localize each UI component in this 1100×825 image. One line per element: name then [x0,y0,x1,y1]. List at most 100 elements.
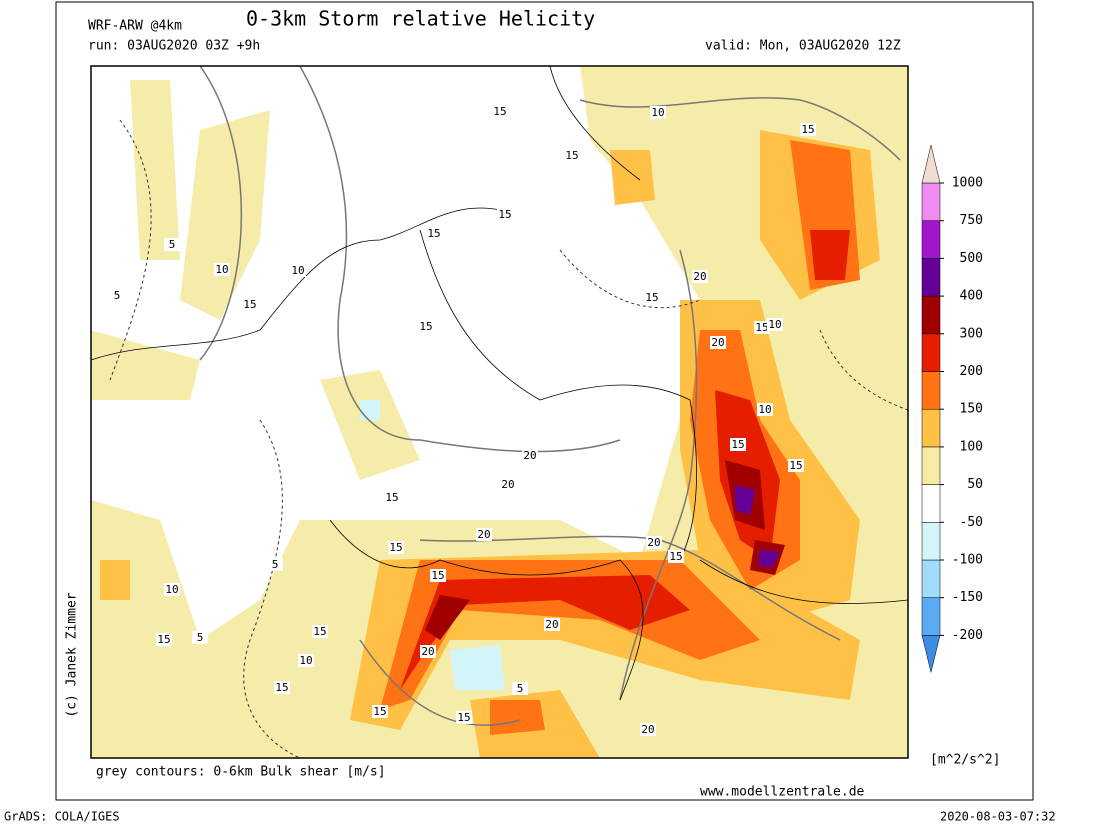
contour-label-bg [640,723,656,736]
contour-label-bg [788,459,804,472]
contour-label-bg [164,238,180,251]
contour-label-bg [109,289,125,302]
colorbar-label: 200 [960,364,983,379]
contour-label-bg [312,625,328,638]
contour-label-bg [757,403,773,416]
contour-labels: 15 10 15 15 5 10 10 15 5 15 15 15 20 15 10 15 20 20 20 15 15… [109,105,816,736]
run-label: run: 03AUG2020 03Z +9h [88,39,260,54]
contour-label-bg [544,618,560,631]
contour-label: 15 [427,227,440,240]
contour-label: 15 [313,625,326,638]
contour-label: 15 [373,705,386,718]
colorbar-segment [921,597,941,636]
contour-label: 15 [801,123,814,136]
contour-label: 20 [523,449,536,462]
colorbar-segment [921,522,941,561]
colorbar-segment [921,295,941,335]
contour-label-bg [710,336,726,349]
contour-label: 10 [651,106,664,119]
colorbar-label: -150 [952,590,983,605]
contour-label: 10 [291,264,304,277]
contour-label-bg [456,711,472,724]
contour-note: grey contours: 0-6km Bulk shear [m/s] [96,765,386,780]
contour-label-bg [372,705,388,718]
contour-label: 20 [711,336,724,349]
contour-label: 20 [501,478,514,491]
contour-label-bg [800,123,816,136]
colorbar-segment [921,220,941,259]
contour-label: 15 [243,298,256,311]
contour-label-bg [476,528,492,541]
contour-label: 20 [545,618,558,631]
model-label: WRF-ARW @4km [88,19,182,34]
contour-label-bg [754,321,770,334]
contour-label-bg [242,298,258,311]
colorbar-label: -50 [960,515,983,530]
contour-label: 5 [114,289,121,302]
contour-label: 15 [645,291,658,304]
contour-label-bg [290,264,306,277]
colorbar-segment [921,484,941,523]
colorbar-label: -100 [952,553,983,568]
contour-label: 20 [641,723,654,736]
contour-label: 5 [517,682,524,695]
contour-label-bg [156,633,172,646]
contour-label-bg [420,645,436,658]
contour-label-bg [274,681,290,694]
contour-label: 20 [693,270,706,283]
colorbar-label: 150 [960,402,983,417]
contour-label-bg [298,654,314,667]
map-field [91,66,908,758]
contour-label-bg [492,105,508,118]
contour-label-bg [512,682,528,695]
colorbar-segment [921,371,941,410]
contour-label: 20 [647,536,660,549]
contour-label: 15 [669,550,682,563]
contour-label: 20 [421,645,434,658]
colorbar-segment [921,408,941,448]
colorbar: -200 -150 -100 -50 50 100 150 200 300 400 500 750 10… [921,144,983,673]
colorbar-segment [921,182,941,221]
colorbar-label: 100 [960,439,983,454]
contour-label: 15 [389,541,402,554]
map-title: 0-3km Storm relative Helicity [246,7,595,31]
colorbar-label: 1000 [952,176,983,191]
contour-label-bg [500,478,516,491]
contour-label: 15 [275,681,288,694]
contour-label: 5 [272,558,279,571]
colorbar-segment [921,333,941,372]
contour-label-bg [267,558,283,571]
contour-label-bg [192,631,208,644]
contour-label-bg [164,583,180,596]
contour-label: 15 [498,208,511,221]
contour-label-bg [522,449,538,462]
contour-label-bg [388,541,404,554]
contour-label-bg [730,438,746,451]
contour-label-bg [418,320,434,333]
contour-label: 15 [157,633,170,646]
colorbar-label: 750 [960,213,983,228]
contour-label-bg [214,263,230,276]
contour-label: 10 [165,583,178,596]
contour-label-bg [650,106,666,119]
colorbar-label: 50 [967,477,983,492]
timestamp: 2020-08-03-07:32 [940,810,1056,824]
contour-label: 15 [419,320,432,333]
contour-label: 10 [215,263,228,276]
contour-label: 15 [431,569,444,582]
contour-label: 20 [477,528,490,541]
valid-label: valid: Mon, 03AUG2020 12Z [705,39,901,54]
contour-label-bg [644,291,660,304]
contour-label: 10 [758,403,771,416]
contour-label: 5 [197,631,204,644]
contour-label: 5 [169,238,176,251]
colorbar-unit: [m^2/s^2] [930,753,1000,768]
contour-label: 10 [768,318,781,331]
contour-label-bg [692,270,708,283]
credit: (c) Janek Zimmer [65,592,80,717]
contour-label-bg [767,318,783,331]
colorbar-segment [921,446,941,485]
contour-label-bg [430,569,446,582]
